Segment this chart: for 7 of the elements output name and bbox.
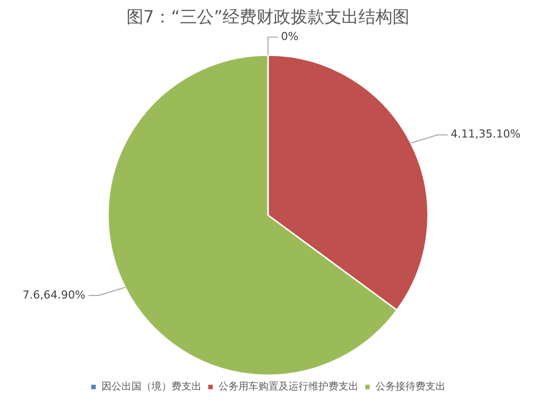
- data-label: 4.11,35.10%: [450, 128, 521, 141]
- legend-label: 因公出国（境）费支出: [102, 380, 202, 393]
- text: 0%: [281, 30, 298, 44]
- chart-title: 图7：“三公”经费财政拨款支出结构图: [126, 8, 410, 28]
- data-label: 7.6,64.90%: [22, 288, 86, 302]
- legend-label: 公务接待费支出: [376, 380, 446, 393]
- legend-label: 公务用车购置及运行维护费支出: [218, 380, 358, 393]
